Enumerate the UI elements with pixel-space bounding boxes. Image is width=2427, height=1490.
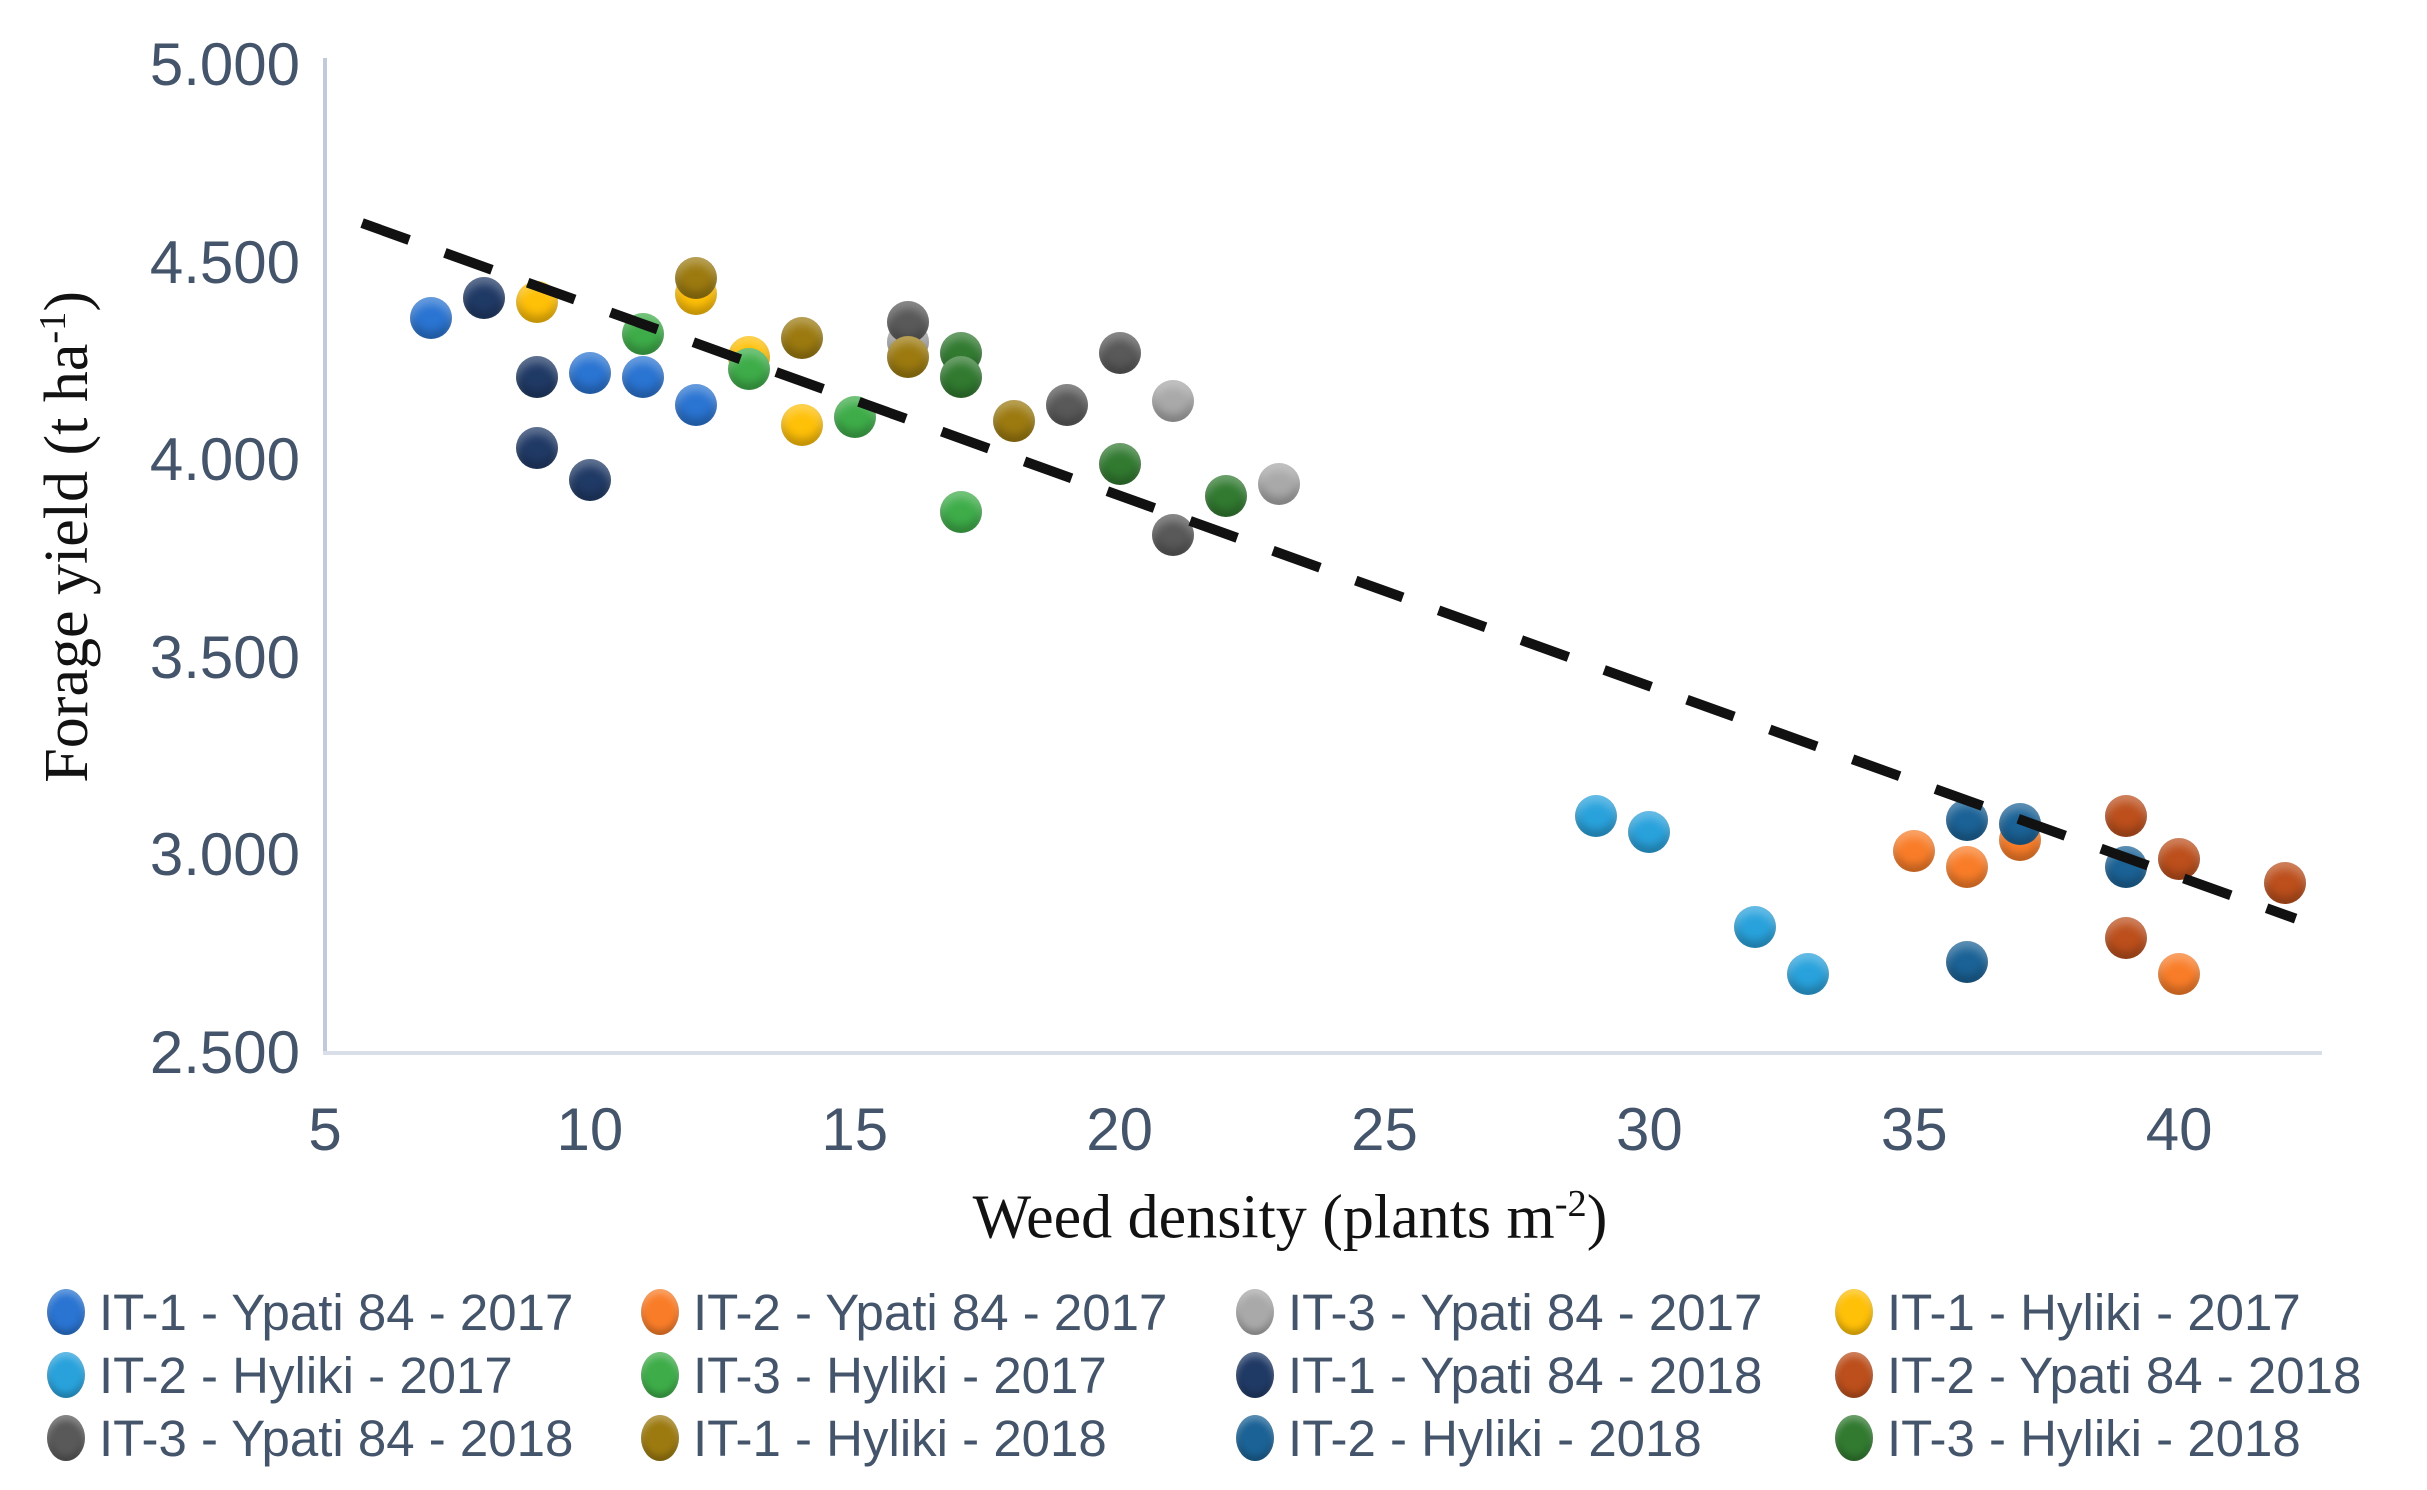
legend-item: IT-1 - Hyliki - 2017 <box>1835 1282 2301 1342</box>
legend-marker-icon <box>1835 1352 1873 1398</box>
data-point <box>1787 952 1830 995</box>
legend-label: IT-3 - Hyliki - 2018 <box>1887 1409 2301 1467</box>
legend-label: IT-2 - Ypati 84 - 2018 <box>1887 1346 2362 1404</box>
data-point <box>1151 514 1194 557</box>
y-axis-title: Forage yield (t ha-1) <box>32 217 101 857</box>
y-axis-title-superscript: -1 <box>32 311 75 344</box>
data-point <box>992 399 1035 442</box>
legend-label: IT-2 - Hyliki - 2018 <box>1288 1409 1702 1467</box>
data-point <box>1204 474 1247 517</box>
legend-item: IT-2 - Hyliki - 2018 <box>1236 1408 1702 1468</box>
data-point <box>1575 794 1618 837</box>
data-point <box>2105 794 2148 837</box>
data-point <box>780 403 823 446</box>
legend-item: IT-1 - Ypati 84 - 2017 <box>47 1282 573 1342</box>
legend-item: IT-2 - Ypati 84 - 2018 <box>1835 1345 2361 1405</box>
legend-marker-icon <box>1835 1289 1873 1335</box>
legend-marker-icon <box>1236 1352 1274 1398</box>
legend-label: IT-3 - Hyliki - 2017 <box>693 1346 1107 1404</box>
y-tick-label: 2.500 <box>149 1019 300 1086</box>
data-point <box>515 356 558 399</box>
trendline <box>360 218 2298 924</box>
data-point <box>1946 941 1989 984</box>
data-point <box>1946 846 1989 889</box>
legend-item: IT-3 - Ypati 84 - 2017 <box>1236 1282 1762 1342</box>
data-point <box>515 427 558 470</box>
legend-marker-icon <box>1835 1415 1873 1461</box>
data-point <box>1257 462 1300 505</box>
legend-marker-icon <box>641 1289 679 1335</box>
legend-label: IT-2 - Ypati 84 - 2017 <box>693 1283 1168 1341</box>
chart-legend: IT-1 - Ypati 84 - 2017 IT-2 - Ypati 84 - … <box>0 1270 2427 1490</box>
legend-item: IT-1 - Hyliki - 2018 <box>641 1408 1107 1468</box>
data-point <box>2264 862 2307 905</box>
data-point <box>939 356 982 399</box>
x-tick-label: 30 <box>1615 1096 1683 1163</box>
data-point <box>674 257 717 300</box>
y-axis-title-close-paren: ) <box>32 290 101 312</box>
data-point <box>568 458 611 501</box>
legend-item: IT-3 - Hyliki - 2017 <box>641 1345 1107 1405</box>
data-point <box>568 352 611 395</box>
legend-item: IT-1 - Ypati 84 - 2018 <box>1236 1345 1762 1405</box>
data-point <box>886 300 929 343</box>
legend-marker-icon <box>47 1352 85 1398</box>
x-tick-label: 20 <box>1086 1096 1153 1163</box>
legend-label: IT-2 - Hyliki - 2017 <box>99 1346 513 1404</box>
legend-label: IT-1 - Ypati 84 - 2017 <box>99 1283 574 1341</box>
legend-label: IT-1 - Ypati 84 - 2018 <box>1288 1346 1763 1404</box>
legend-label: IT-1 - Hyliki - 2018 <box>693 1409 1107 1467</box>
legend-marker-icon <box>1236 1289 1274 1335</box>
legend-label: IT-3 - Ypati 84 - 2018 <box>99 1409 574 1467</box>
data-point <box>462 277 505 320</box>
data-point <box>1045 383 1088 426</box>
y-axis-title-text: Forage yield (t ha <box>32 343 101 783</box>
y-tick-label: 5.000 <box>149 31 300 98</box>
legend-item: IT-2 - Hyliki - 2017 <box>47 1345 513 1405</box>
data-point <box>674 383 717 426</box>
x-tick-label: 10 <box>556 1096 624 1163</box>
x-axis-title-close-paren: ) <box>1586 1183 1608 1252</box>
x-tick-label: 25 <box>1351 1096 1418 1163</box>
data-point <box>1734 905 1777 948</box>
y-tick-label: 4.500 <box>149 228 300 296</box>
data-point <box>939 490 982 533</box>
legend-marker-icon <box>1236 1415 1274 1461</box>
legend-marker-icon <box>47 1289 85 1335</box>
legend-item: IT-3 - Hyliki - 2018 <box>1835 1408 2301 1468</box>
data-point <box>886 336 929 379</box>
y-tick-label: 3.500 <box>149 623 300 691</box>
data-point <box>2158 952 2201 995</box>
y-tick-label: 4.000 <box>149 426 300 494</box>
legend-label: IT-1 - Hyliki - 2017 <box>1887 1283 2301 1341</box>
x-axis-title: Weed density (plants m-2) <box>290 1185 2290 1249</box>
x-tick-label: 35 <box>1880 1096 1948 1163</box>
data-point <box>1151 379 1194 422</box>
data-point <box>621 356 664 399</box>
data-point <box>780 316 823 359</box>
x-tick-label: 40 <box>2145 1096 2213 1163</box>
legend-label: IT-3 - Ypati 84 - 2017 <box>1288 1283 1763 1341</box>
legend-marker-icon <box>641 1415 679 1461</box>
x-axis-title-superscript: -2 <box>1554 1183 1587 1225</box>
legend-marker-icon <box>641 1352 679 1398</box>
legend-marker-icon <box>47 1415 85 1461</box>
data-point <box>2105 917 2148 960</box>
legend-item: IT-3 - Ypati 84 - 2018 <box>47 1408 573 1468</box>
data-point <box>1628 810 1671 853</box>
data-point <box>1098 443 1141 486</box>
x-tick-label: 5 <box>308 1096 342 1163</box>
data-point <box>2158 838 2201 881</box>
legend-item: IT-2 - Ypati 84 - 2017 <box>641 1282 1167 1342</box>
y-tick-label: 3.000 <box>149 821 300 889</box>
x-tick-label: 15 <box>821 1096 889 1163</box>
data-point <box>409 296 452 339</box>
x-axis-title-text: Weed density (plants m <box>972 1183 1555 1252</box>
data-point <box>1098 332 1141 375</box>
data-point <box>1893 830 1936 873</box>
